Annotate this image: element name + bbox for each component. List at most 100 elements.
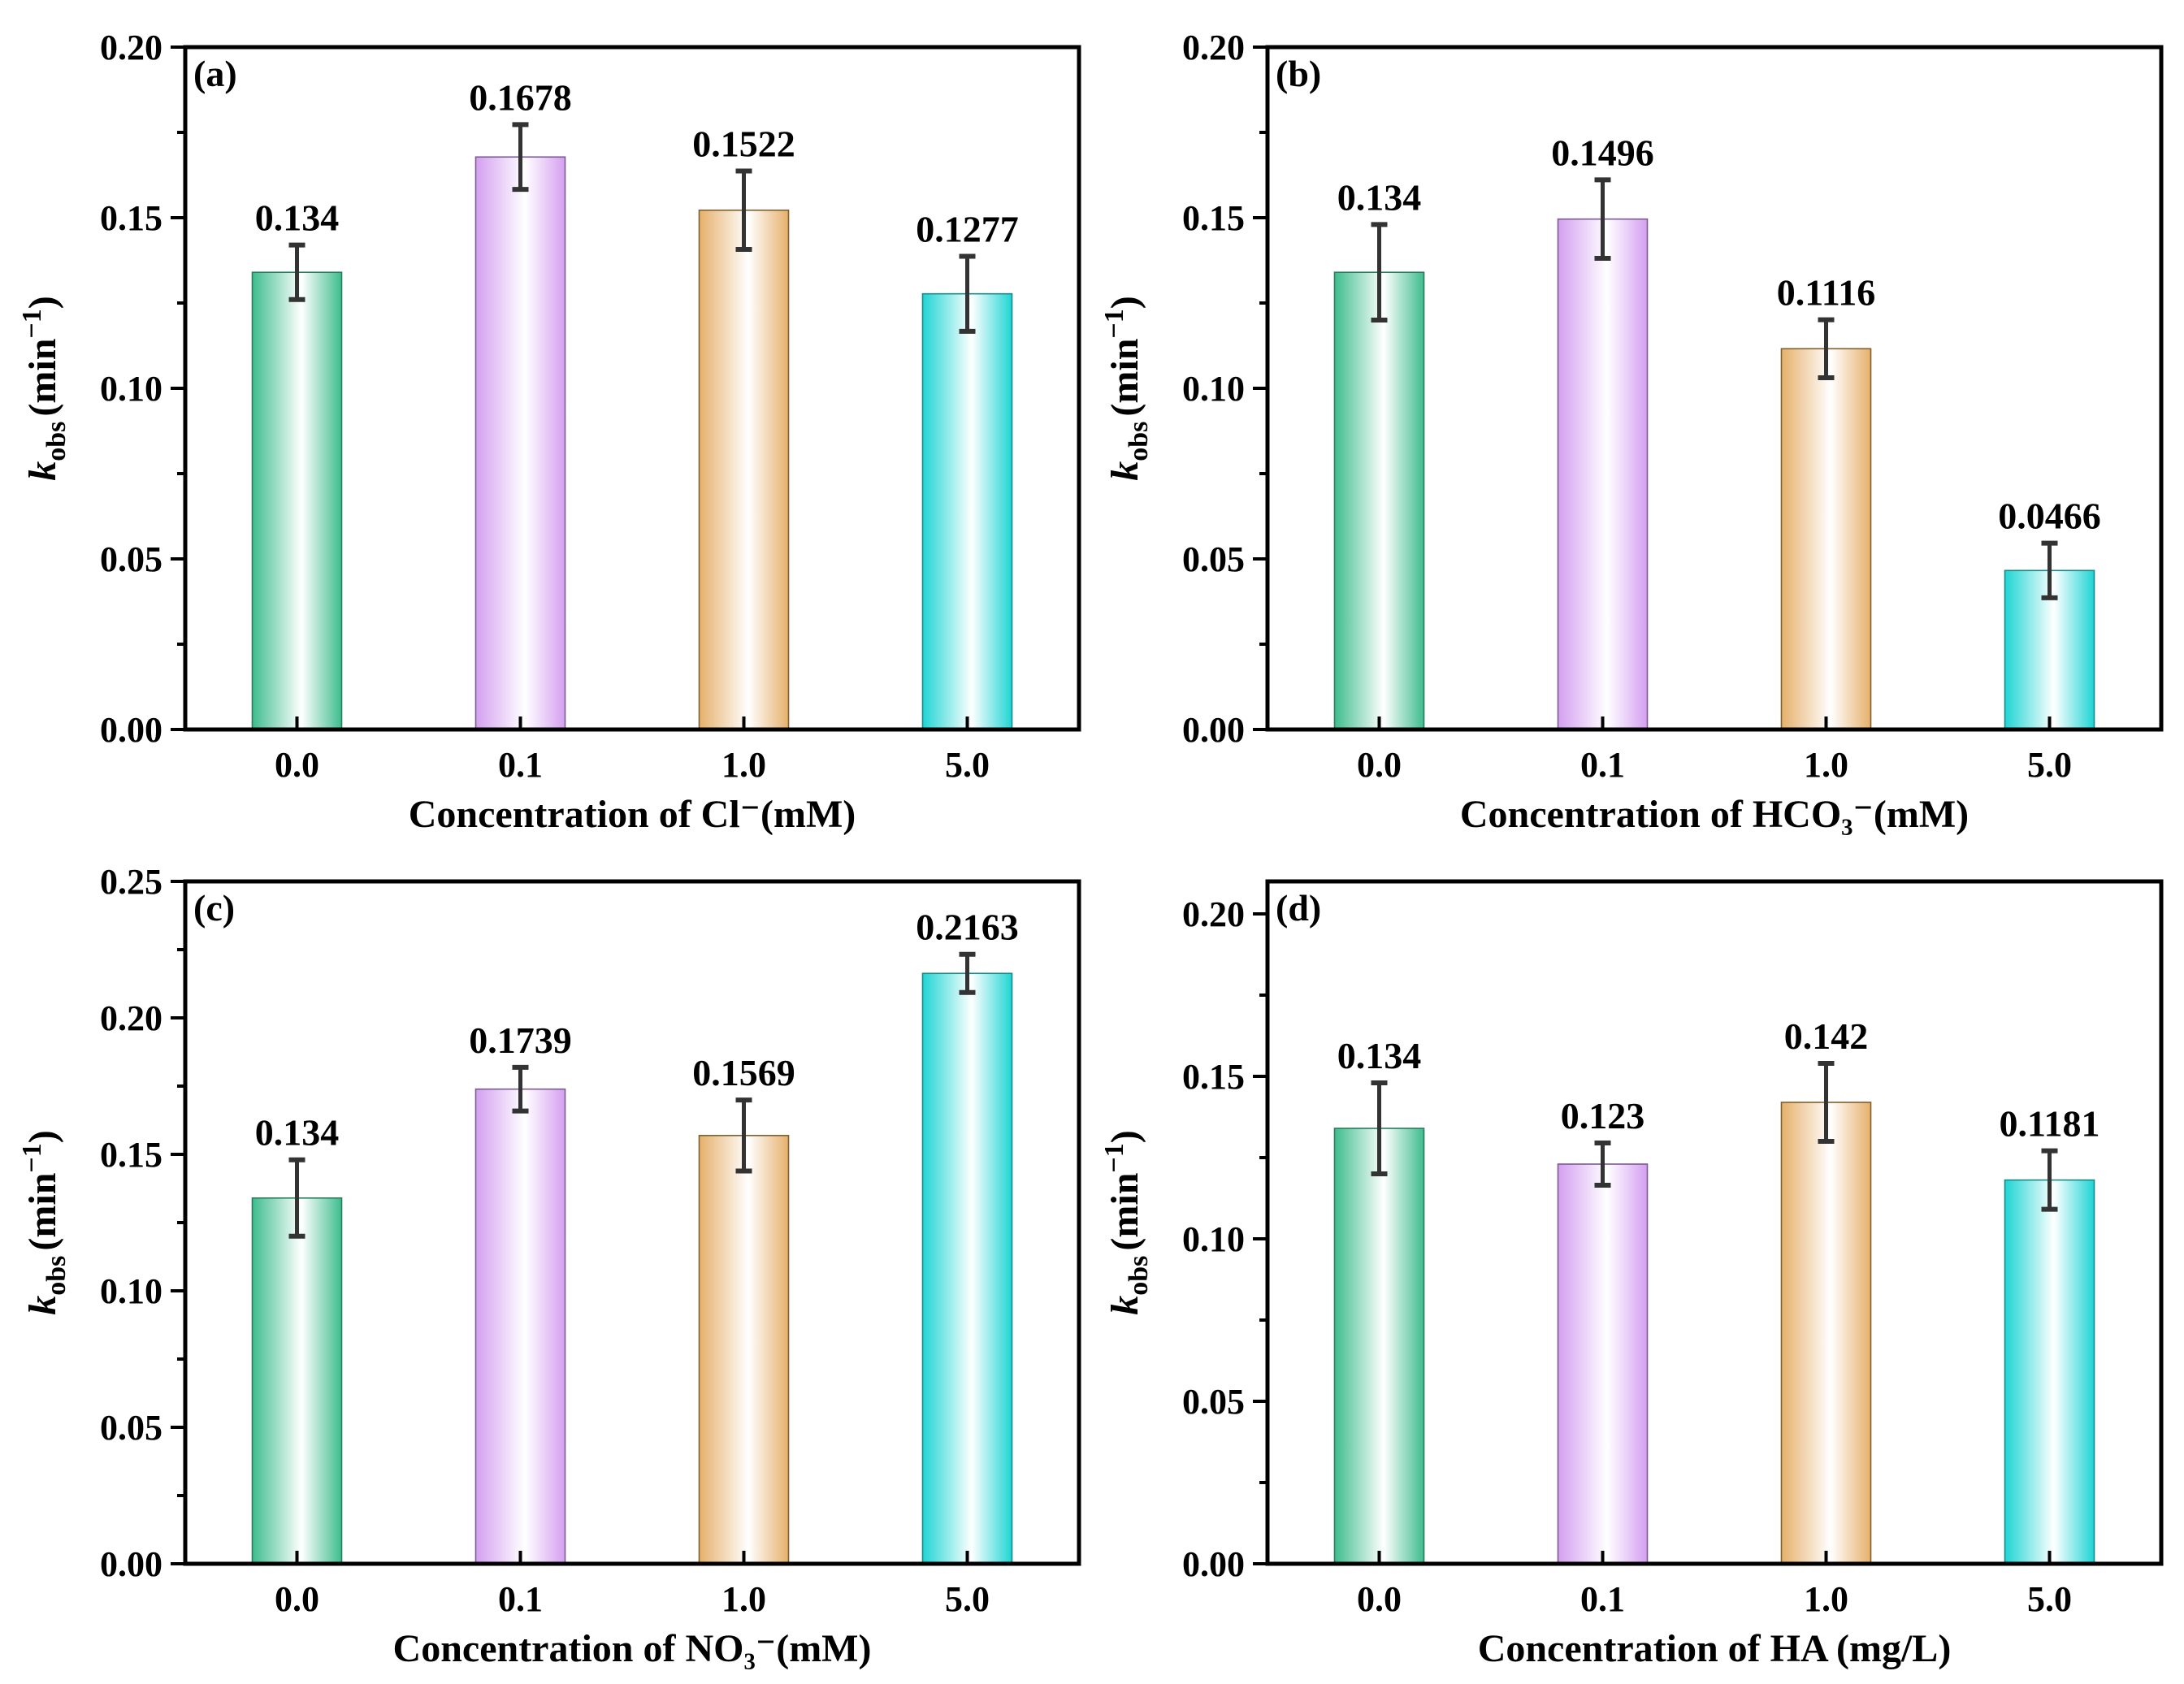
y-axis-title: kobs(min−1) [1099, 296, 1154, 481]
error-bar [1594, 1141, 1611, 1188]
x-axis-title: Concentration of Cl⁻(mM) [409, 793, 856, 836]
error-bar [288, 242, 306, 302]
plot-frame [1265, 45, 2164, 732]
data-label: 0.134 [1337, 1035, 1422, 1076]
y-tick-label: 0.00 [1182, 1544, 1245, 1584]
x-tick-label: 5.0 [945, 1579, 990, 1619]
bar [2004, 1179, 2095, 1565]
data-label: 0.134 [255, 197, 340, 239]
y-tick-label: 0.10 [1182, 369, 1245, 409]
data-label: 0.142 [1784, 1015, 1869, 1057]
x-tick-label: 5.0 [2027, 745, 2072, 785]
bar [698, 209, 790, 730]
x-tick-label: 0.0 [275, 745, 319, 785]
x-tick-label: 1.0 [1804, 745, 1848, 785]
error-bar [512, 1064, 529, 1114]
plot-frame [183, 879, 1081, 1566]
x-tick-label: 0.1 [1580, 1579, 1625, 1619]
x-tick-label: 0.0 [1357, 745, 1402, 785]
y-tick-label: 0.25 [100, 862, 162, 902]
y-tick-label: 0.20 [100, 998, 162, 1038]
bar [1780, 348, 1872, 730]
x-tick-label: 0.1 [1580, 745, 1625, 785]
plot-frame [1265, 879, 2164, 1566]
error-bar [735, 168, 752, 253]
bar [1333, 1128, 1425, 1565]
error-bar [959, 951, 976, 995]
data-label: 0.1277 [916, 208, 1019, 249]
error-bar [2041, 1148, 2058, 1212]
bar [1333, 271, 1425, 730]
error-bar [1818, 317, 1835, 380]
error-bar [512, 122, 529, 193]
bar [251, 271, 343, 730]
y-axis-title: kobs(min−1) [17, 296, 72, 481]
panel-label: (d) [1276, 887, 1321, 929]
error-bar [959, 253, 976, 334]
data-label: 0.1181 [2000, 1103, 2100, 1145]
y-tick-label: 0.20 [100, 28, 162, 67]
x-tick-label: 1.0 [722, 1579, 766, 1619]
bar [1557, 218, 1649, 730]
bar [1557, 1163, 1649, 1565]
y-tick-label: 0.20 [1182, 894, 1245, 934]
y-tick-label: 0.05 [100, 539, 162, 579]
y-tick-label: 0.00 [100, 1544, 162, 1584]
chart-panel-c: 0.134 0.0 0.1739 0.1 0.1569 1.0 0.2163 5.0 0.00 0… [17, 862, 1081, 1670]
error-bar [2041, 540, 2058, 600]
y-tick-label: 0.15 [100, 1135, 162, 1175]
y-tick-label: 0.05 [100, 1408, 162, 1448]
y-tick-label: 0.15 [1182, 198, 1245, 238]
x-axis-title: Concentration of HA (mg/L) [1478, 1627, 1952, 1670]
error-bar [288, 1157, 306, 1239]
chart-panel-b: 0.134 0.0 0.1496 0.1 0.1116 1.0 0.0466 5.0 0.00 0… [1099, 28, 2164, 836]
y-tick-label: 0.10 [100, 369, 162, 409]
chart-panel-a: 0.134 0.0 0.1678 0.1 0.1522 1.0 0.1277 5.0 0.00 0… [17, 28, 1081, 836]
x-axis-title: Concentration of NO₃⁻(mM) [393, 1627, 872, 1670]
y-tick-label: 0.20 [1182, 28, 1245, 67]
bar [1780, 1102, 1872, 1565]
x-tick-label: 5.0 [2027, 1579, 2072, 1619]
error-bar [1818, 1061, 1835, 1144]
error-bar [735, 1097, 752, 1174]
panel-label: (b) [1276, 53, 1321, 94]
y-tick-label: 0.05 [1182, 539, 1245, 579]
y-axis-title: kobs(min−1) [1099, 1130, 1154, 1315]
data-label: 0.1496 [1551, 132, 1654, 173]
y-tick-label: 0.00 [100, 710, 162, 750]
y-tick-label: 0.15 [1182, 1057, 1245, 1097]
error-bar [1371, 1080, 1388, 1176]
data-label: 0.1116 [1777, 272, 1875, 314]
bar [251, 1197, 343, 1565]
x-tick-label: 5.0 [945, 745, 990, 785]
x-axis-title: Concentration of HCO₃⁻(mM) [1460, 793, 1969, 836]
panel-label: (c) [193, 887, 235, 929]
x-tick-label: 0.0 [275, 1579, 319, 1619]
error-bar [1594, 177, 1611, 261]
data-label: 0.134 [255, 1112, 340, 1154]
bar [474, 1088, 566, 1565]
chart-panel-d: 0.134 0.0 0.123 0.1 0.142 1.0 0.1181 5.0 0.00 0.0… [1099, 879, 2164, 1670]
error-bar [1371, 222, 1388, 323]
data-label: 0.1739 [469, 1019, 572, 1061]
data-label: 0.123 [1561, 1095, 1645, 1136]
data-label: 0.2163 [916, 907, 1019, 948]
y-tick-label: 0.15 [100, 198, 162, 238]
plot-frame [183, 45, 1081, 732]
x-tick-label: 1.0 [722, 745, 766, 785]
data-label: 0.1522 [692, 123, 795, 164]
data-label: 0.1569 [692, 1052, 795, 1093]
y-tick-label: 0.00 [1182, 710, 1245, 750]
y-tick-label: 0.10 [100, 1271, 162, 1311]
x-tick-label: 0.1 [498, 1579, 543, 1619]
data-label: 0.134 [1337, 176, 1422, 218]
data-label: 0.0466 [1998, 496, 2101, 537]
data-label: 0.1678 [469, 76, 572, 118]
y-axis-title: kobs(min−1) [17, 1130, 72, 1315]
panel-label: (a) [193, 53, 237, 94]
x-tick-label: 0.1 [498, 745, 543, 785]
y-tick-label: 0.10 [1182, 1219, 1245, 1259]
bar [698, 1135, 790, 1565]
bar [474, 156, 566, 730]
